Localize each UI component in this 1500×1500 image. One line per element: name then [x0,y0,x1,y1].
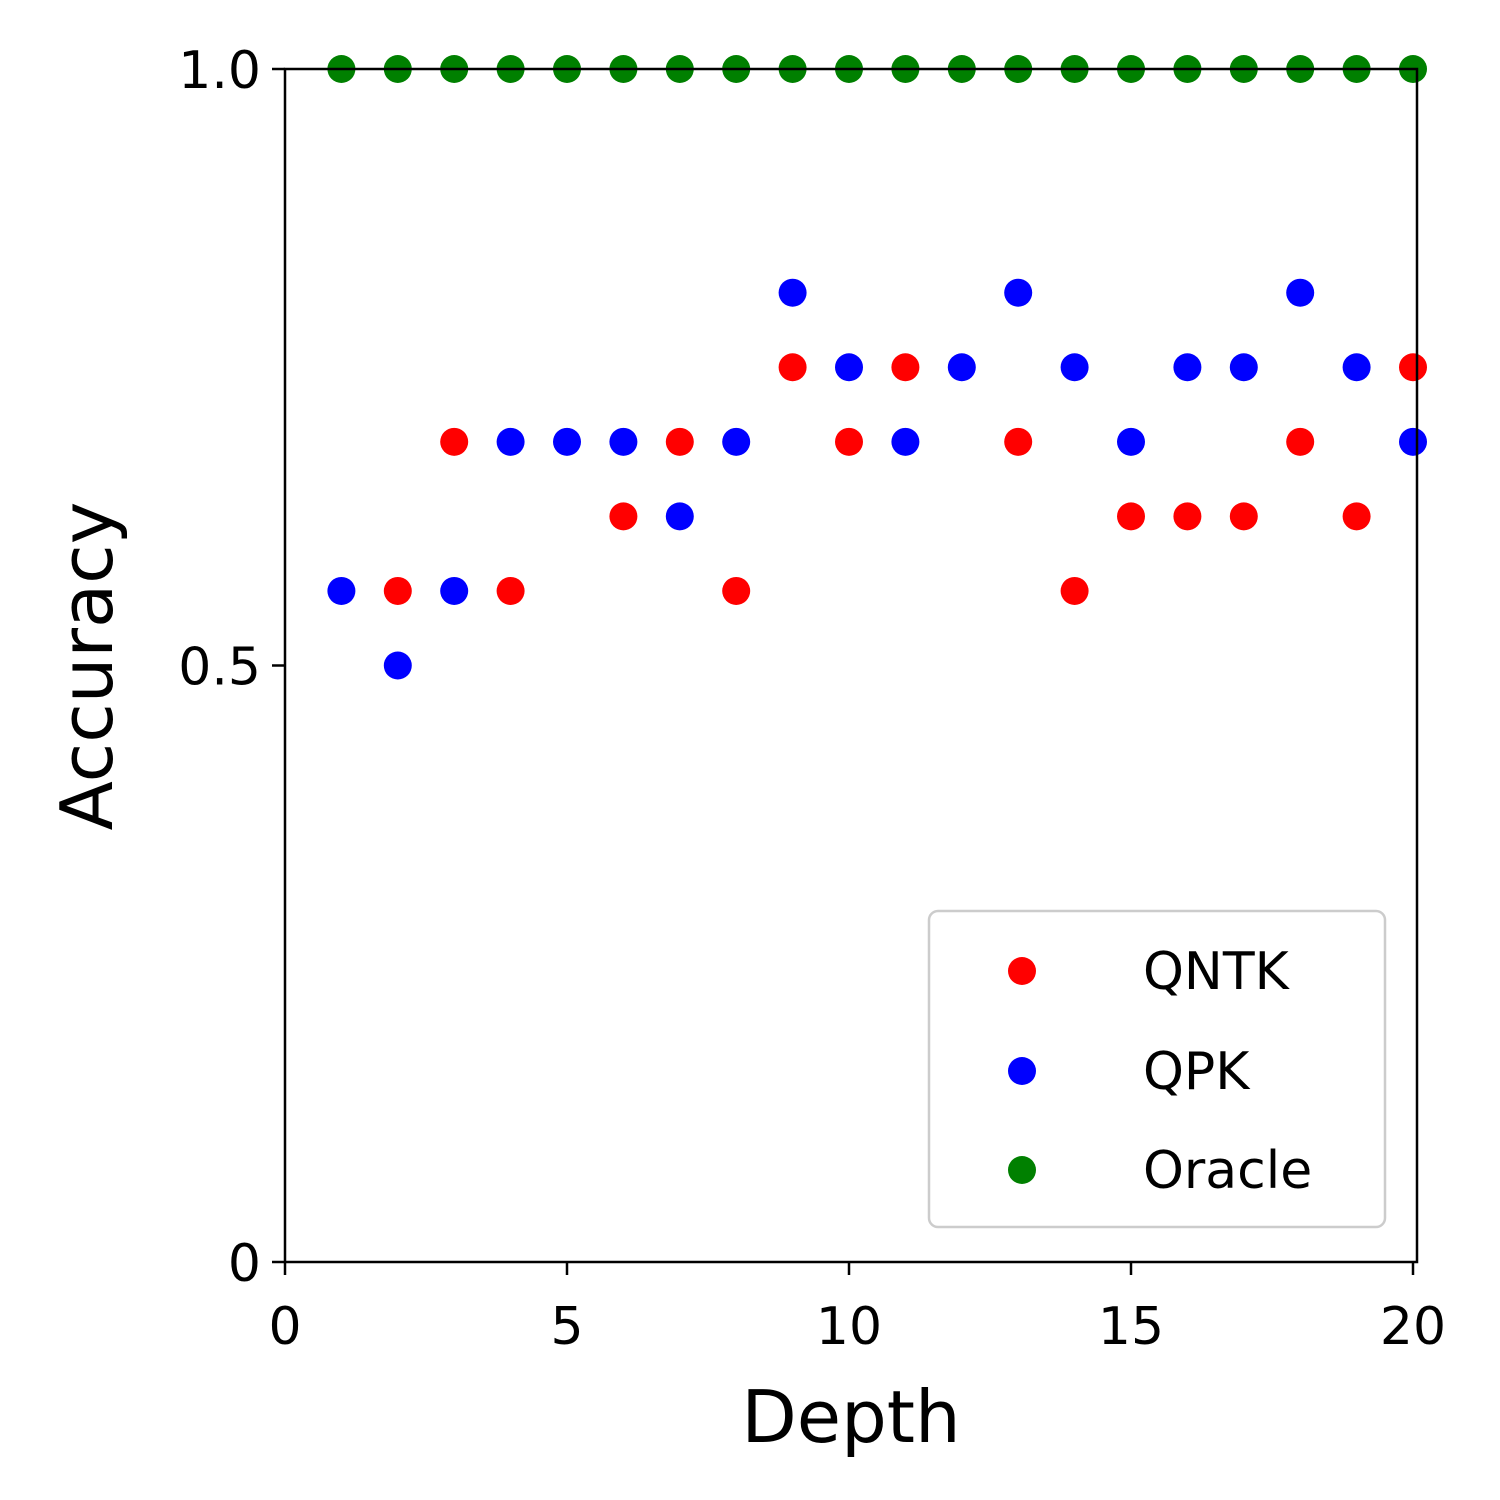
point-qpk-6 [609,427,638,456]
point-qpk-19 [1342,353,1371,382]
point-qpk-16 [1173,353,1202,382]
x-tick-label: 10 [816,1297,882,1357]
point-qntk-9 [778,353,807,382]
point-qpk-7 [665,502,694,531]
point-qpk-10 [835,353,863,382]
point-qntk-17 [1229,502,1258,531]
point-qntk-13 [1004,427,1033,456]
data-points [327,55,1427,680]
point-qpk-15 [1117,427,1145,456]
point-qntk-2 [383,576,412,605]
legend-marker-qntk [1008,957,1036,985]
point-qntk-15 [1117,502,1145,531]
point-qpk-12 [947,353,976,382]
legend: QNTK QPK Oracle [927,909,1387,1229]
point-qntk-11 [891,353,920,382]
y-tick-label: 0 [228,1234,261,1294]
legend-label-oracle: Oracle [1143,1141,1312,1201]
point-qpk-2 [383,651,412,680]
point-qpk-5 [553,427,581,456]
y-axis-label: Accuracy [45,502,129,831]
legend-label-qpk: QPK [1143,1042,1251,1102]
point-qpk-1 [327,576,356,605]
point-qntk-10 [835,427,863,456]
legend-box [927,909,1387,1229]
y-tick-label: 1.0 [178,41,261,101]
point-qpk-11 [891,427,920,456]
x-axis-label: Depth [741,1375,960,1459]
x-tick-label: 0 [268,1297,301,1357]
x-tick-label: 20 [1380,1297,1446,1357]
legend-label-qntk: QNTK [1143,942,1291,1002]
legend-marker-qpk [1008,1057,1036,1085]
y-tick-label: 0.5 [178,638,261,698]
point-qntk-20 [1399,353,1427,382]
point-qntk-14 [1060,576,1089,605]
axis-ticks: 0 5 10 15 20 0 0.5 1.0 [178,41,1446,1357]
point-qpk-14 [1060,353,1089,382]
point-qpk-8 [722,427,751,456]
point-qpk-13 [1004,278,1033,307]
point-qpk-18 [1286,278,1315,307]
point-qntk-8 [722,576,751,605]
point-qntk-16 [1173,502,1202,531]
point-qntk-3 [440,427,469,456]
plot-frame [283,67,1419,1264]
x-tick-label: 5 [550,1297,583,1357]
point-qpk-17 [1229,353,1258,382]
x-tick-label: 15 [1098,1297,1164,1357]
point-qpk-20 [1399,427,1427,456]
point-qpk-4 [496,427,525,456]
point-qpk-9 [778,278,807,307]
point-qntk-7 [665,427,694,456]
point-qntk-18 [1286,427,1315,456]
point-qntk-4 [496,576,525,605]
point-qntk-19 [1342,502,1371,531]
legend-marker-oracle [1008,1156,1036,1184]
point-qpk-3 [440,576,469,605]
point-qntk-6 [609,502,638,531]
